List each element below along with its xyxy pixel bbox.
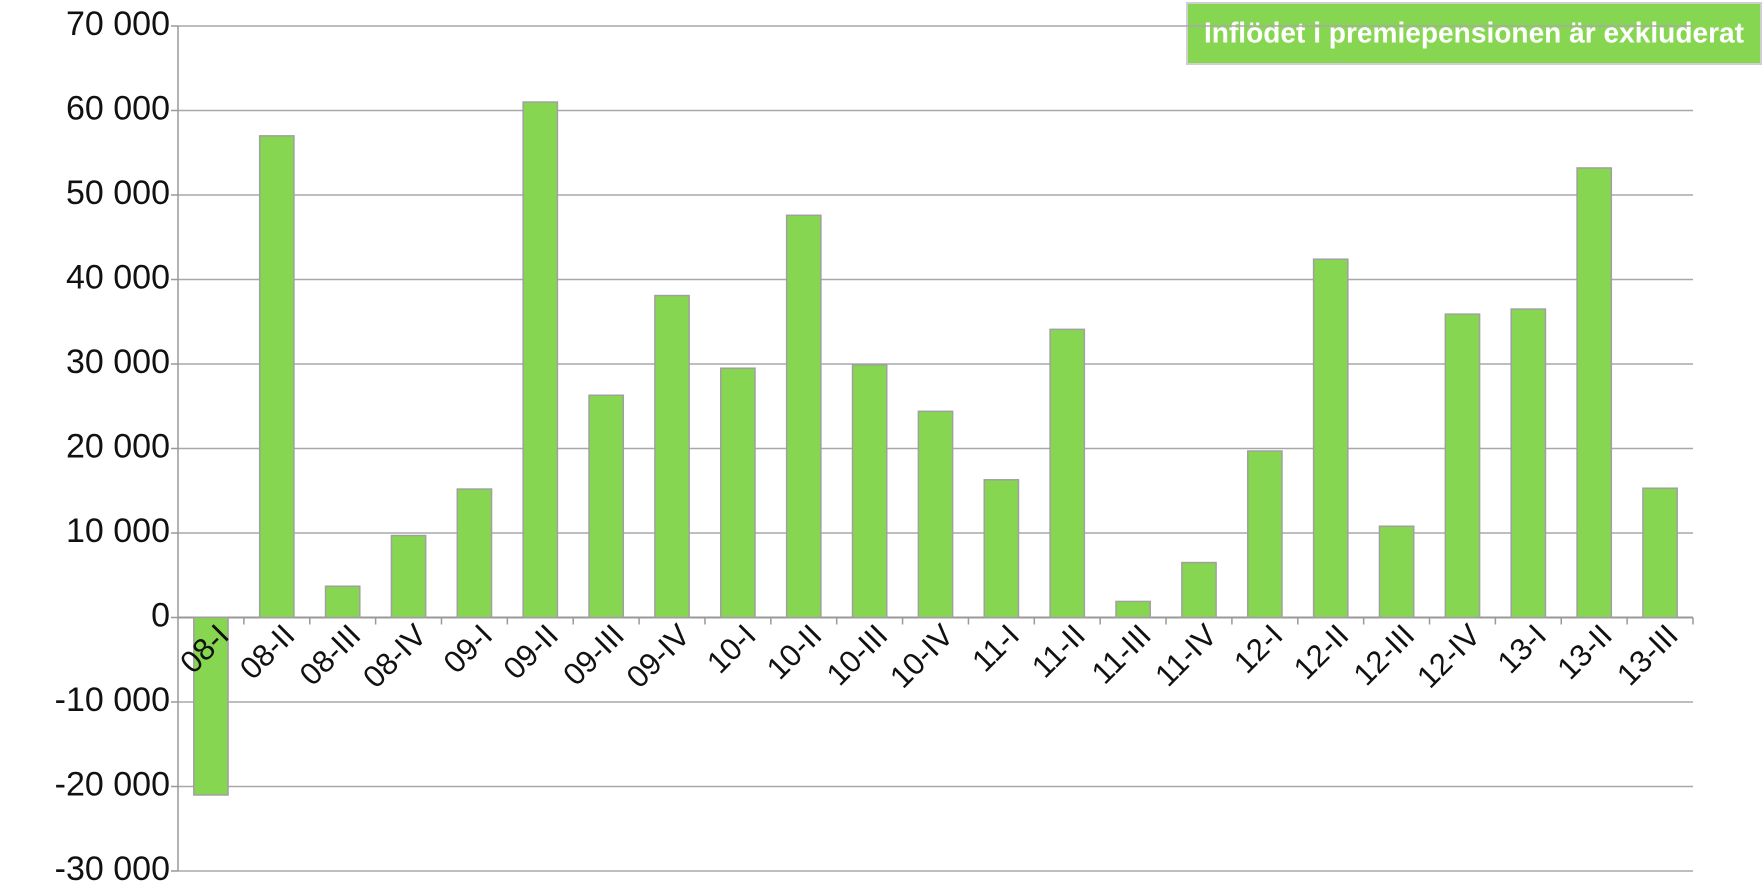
x-tick-label: 11-I [965, 617, 1026, 678]
bar [1576, 167, 1613, 619]
y-tick-label: 30 000 [66, 343, 170, 381]
bar [917, 410, 954, 619]
x-tick-label: 12-I [1227, 617, 1290, 680]
bar [851, 364, 888, 619]
bar [1642, 487, 1678, 619]
bar [785, 214, 822, 619]
bar [654, 294, 690, 619]
bar [1312, 258, 1349, 619]
x-tick-label: 09-IV [620, 617, 697, 694]
bar [1378, 525, 1415, 619]
bar [1181, 561, 1217, 619]
x-tick-label: 10-I [700, 617, 763, 680]
y-tick-label: 40 000 [66, 258, 170, 296]
bar [193, 616, 229, 796]
x-tick-label: 08-IV [356, 617, 433, 694]
bar [1510, 308, 1547, 619]
bar [1049, 328, 1086, 619]
y-tick-label: 10 000 [66, 512, 170, 550]
bar [456, 488, 493, 619]
x-tick-label: 13-II [1550, 617, 1619, 686]
bar [1246, 450, 1283, 619]
x-tick-label: 08-III [293, 617, 368, 692]
y-tick-label: 20 000 [66, 427, 170, 465]
y-tick-label: 0 [151, 596, 170, 634]
x-tick-label: 10-II [760, 617, 829, 686]
x-tick-label: 09-I [437, 617, 500, 680]
x-tick-label: 11-II [1025, 617, 1092, 684]
y-tick-label: 50 000 [66, 174, 170, 212]
y-tick-label: -10 000 [55, 681, 170, 719]
y-tick-label: -20 000 [55, 765, 170, 803]
bar [324, 585, 361, 619]
annotation: Inflödet i premiepensionen är exkluderat [1204, 18, 1744, 50]
bar [258, 135, 295, 619]
bar [588, 394, 625, 619]
y-tick-label: 60 000 [66, 89, 170, 127]
x-tick-label: 12-III [1347, 617, 1422, 692]
x-tick-label: 09-III [556, 617, 631, 692]
x-tick-label: 12-IV [1410, 617, 1487, 694]
x-tick-label: 13-III [1610, 617, 1685, 692]
y-tick-label: -30 000 [55, 850, 170, 886]
bar [522, 101, 559, 619]
y-tick-label: 70 000 [66, 5, 170, 43]
x-tick-label: 11-III [1085, 617, 1158, 690]
x-tick-label: 08-II [233, 617, 302, 686]
x-tick-label: 11-IV [1148, 617, 1224, 693]
bar [390, 534, 427, 619]
bar [983, 479, 1020, 619]
bar [720, 367, 756, 619]
x-tick-label: 10-IV [883, 617, 960, 694]
annotation-box [1186, 2, 1762, 65]
x-tick-label: 10-III [820, 617, 895, 692]
x-tick-label: 13-I [1491, 617, 1554, 680]
x-tick-label: 12-II [1287, 617, 1356, 686]
bar [1115, 600, 1151, 619]
bar [1444, 313, 1481, 619]
x-tick-label: 09-II [496, 617, 565, 686]
